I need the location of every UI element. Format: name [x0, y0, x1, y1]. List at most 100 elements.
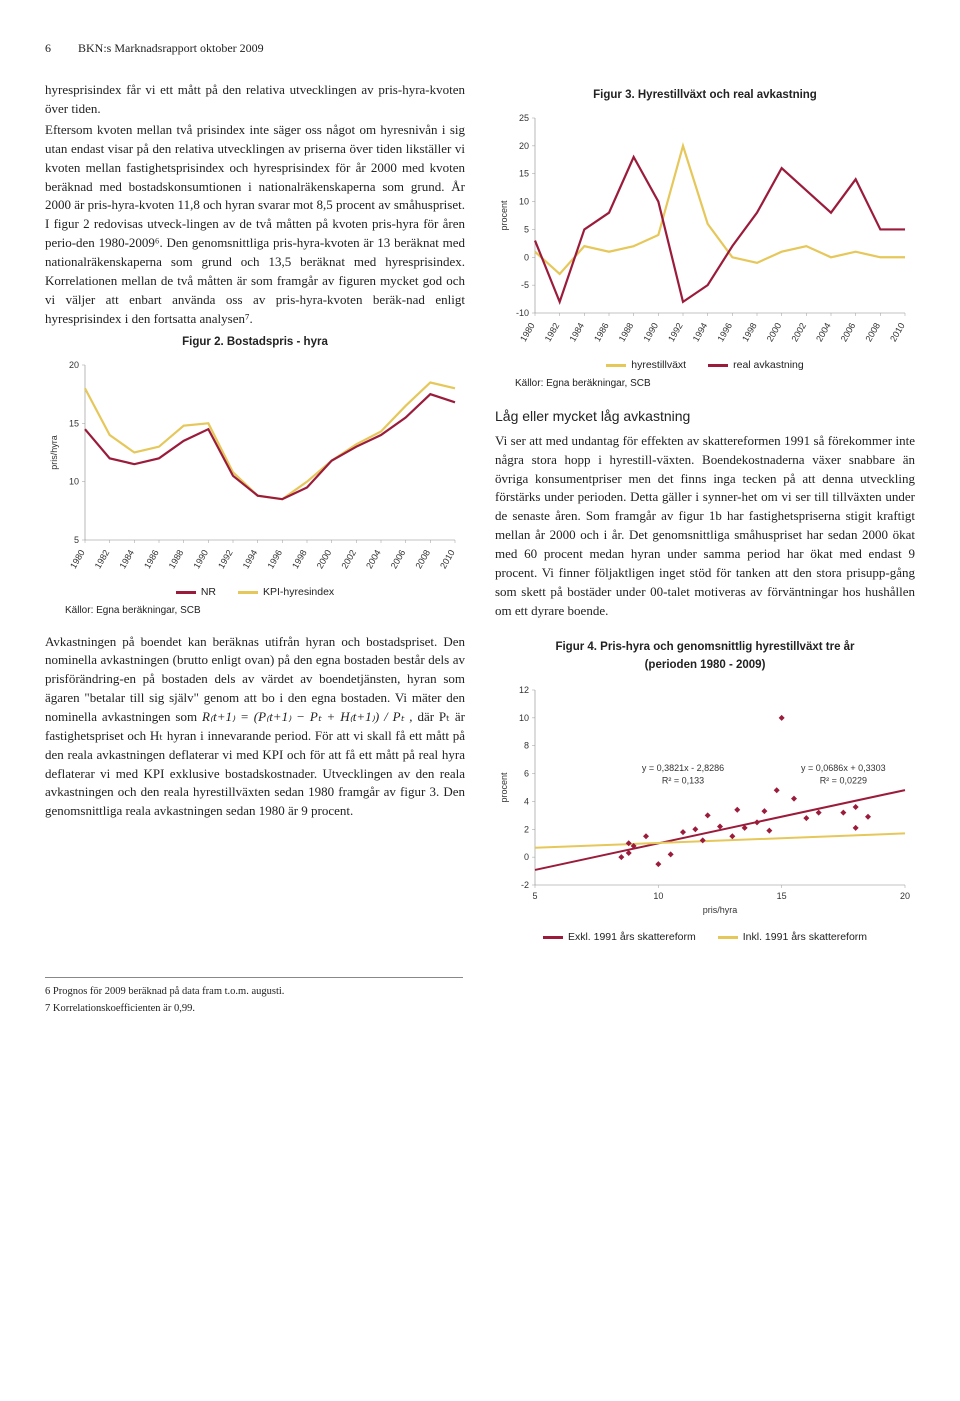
- right-para-1: Vi ser att med undantag för effekten av …: [495, 432, 915, 620]
- figure2-legend-kpi: KPI-hyresindex: [238, 585, 334, 600]
- legend-label: Exkl. 1991 års skattereform: [568, 930, 696, 945]
- figure4-chart: -20246810125101520pris/hyraprocenty = 0,…: [495, 680, 915, 926]
- figure4-legend-excl: Exkl. 1991 års skattereform: [543, 930, 696, 945]
- svg-text:15: 15: [69, 418, 79, 428]
- left-column-upper: hyresprisindex får vi ett mått på den re…: [45, 81, 465, 632]
- svg-text:12: 12: [519, 685, 529, 695]
- svg-text:15: 15: [519, 169, 529, 179]
- svg-text:1992: 1992: [666, 321, 685, 343]
- svg-text:2004: 2004: [814, 321, 833, 343]
- svg-text:-5: -5: [521, 280, 529, 290]
- right-column-lower: Figur 4. Pris-hyra och genomsnittlig hyr…: [495, 633, 915, 949]
- legend-swatch: [543, 936, 563, 939]
- svg-text:pris/hyra: pris/hyra: [703, 905, 738, 915]
- svg-text:R² = 0,133: R² = 0,133: [662, 775, 704, 785]
- figure3-title: Figur 3. Hyrestillväxt och real avkastni…: [495, 87, 915, 104]
- svg-text:1992: 1992: [216, 548, 235, 570]
- svg-text:2006: 2006: [839, 321, 858, 343]
- svg-text:0: 0: [524, 852, 529, 862]
- svg-text:1998: 1998: [740, 321, 759, 343]
- legend-swatch: [708, 364, 728, 367]
- section-heading: Låg eller mycket låg avkastning: [495, 406, 915, 426]
- upper-columns: hyresprisindex får vi ett mått på den re…: [45, 81, 915, 632]
- svg-text:R² = 0,0229: R² = 0,0229: [820, 775, 867, 785]
- svg-text:10: 10: [519, 713, 529, 723]
- figure4-subtitle: (perioden 1980 - 2009): [495, 657, 915, 674]
- figure2-title: Figur 2. Bostadspris - hyra: [45, 334, 465, 351]
- svg-text:1994: 1994: [691, 321, 710, 343]
- svg-text:20: 20: [900, 891, 910, 901]
- svg-text:1980: 1980: [68, 548, 87, 570]
- figure3-source: Källor: Egna beräkningar, SCB: [515, 377, 915, 392]
- svg-text:2002: 2002: [339, 548, 358, 570]
- figure4-legend-incl: Inkl. 1991 års skattereform: [718, 930, 867, 945]
- para3-b: där Pₜ är fastighetspriset och Hₜ hyran …: [45, 709, 465, 818]
- page-number: 6: [45, 40, 75, 57]
- svg-text:2002: 2002: [789, 321, 808, 343]
- svg-text:1984: 1984: [117, 548, 136, 570]
- running-title: BKN:s Marknadsrapport oktober 2009: [78, 41, 264, 55]
- legend-swatch: [606, 364, 626, 367]
- svg-text:2004: 2004: [364, 548, 383, 570]
- svg-text:1996: 1996: [715, 321, 734, 343]
- svg-text:5: 5: [532, 891, 537, 901]
- svg-text:20: 20: [519, 141, 529, 151]
- svg-text:2000: 2000: [315, 548, 334, 570]
- svg-text:y = 0,3821x - 2,8286: y = 0,3821x - 2,8286: [642, 763, 724, 773]
- figure3-chart: -10-505101520251980198219841986198819901…: [495, 108, 915, 354]
- svg-text:6: 6: [524, 769, 529, 779]
- svg-text:1996: 1996: [265, 548, 284, 570]
- svg-text:1984: 1984: [567, 321, 586, 343]
- svg-text:25: 25: [519, 113, 529, 123]
- right-column-upper: Figur 3. Hyrestillväxt och real avkastni…: [495, 81, 915, 632]
- svg-text:1982: 1982: [93, 548, 112, 570]
- figure2-legend: NR KPI-hyresindex: [45, 585, 465, 600]
- left-para-1: hyresprisindex får vi ett mått på den re…: [45, 81, 465, 119]
- left-para-2: Eftersom kvoten mellan två prisindex int…: [45, 121, 465, 328]
- figure4-legend: Exkl. 1991 års skattereform Inkl. 1991 å…: [495, 930, 915, 945]
- svg-text:10: 10: [653, 891, 663, 901]
- svg-text:1990: 1990: [191, 548, 210, 570]
- figure3-legend-hyres: hyrestillväxt: [606, 358, 686, 373]
- svg-text:procent: procent: [499, 200, 509, 231]
- svg-text:1990: 1990: [641, 321, 660, 343]
- svg-text:1988: 1988: [617, 321, 636, 343]
- svg-text:2: 2: [524, 824, 529, 834]
- figure4-title: Figur 4. Pris-hyra och genomsnittlig hyr…: [495, 639, 915, 656]
- svg-text:10: 10: [69, 477, 79, 487]
- svg-text:2010: 2010: [438, 548, 457, 570]
- svg-text:0: 0: [524, 252, 529, 262]
- svg-text:1988: 1988: [167, 548, 186, 570]
- svg-text:1998: 1998: [290, 548, 309, 570]
- figure2-chart: 5101520198019821984198619881990199219941…: [45, 355, 465, 581]
- svg-text:1994: 1994: [241, 548, 260, 570]
- figure2-source: Källor: Egna beräkningar, SCB: [65, 604, 465, 619]
- para3-equation: R₍t+1₎ = (P₍t+1₎ − Pₜ + H₍t+1₎) / Pₜ ,: [202, 709, 413, 724]
- footnote-7: 7 Korrelationskoefficienten är 0,99.: [45, 1001, 463, 1016]
- footnotes: 6 Prognos för 2009 beräknad på data fram…: [45, 977, 463, 1016]
- svg-text:2006: 2006: [389, 548, 408, 570]
- svg-text:-2: -2: [521, 880, 529, 890]
- legend-label: NR: [201, 585, 216, 600]
- left-column-lower: Avkastningen på boendet kan beräknas uti…: [45, 633, 465, 949]
- legend-label: hyrestillväxt: [631, 358, 686, 373]
- svg-text:pris/hyra: pris/hyra: [49, 435, 59, 470]
- running-header: 6 BKN:s Marknadsrapport oktober 2009: [45, 40, 915, 57]
- svg-text:2008: 2008: [413, 548, 432, 570]
- svg-text:2000: 2000: [765, 321, 784, 343]
- legend-swatch: [176, 591, 196, 594]
- svg-text:1986: 1986: [142, 548, 161, 570]
- figure3-legend: hyrestillväxt real avkastning: [495, 358, 915, 373]
- svg-text:15: 15: [777, 891, 787, 901]
- figure3-legend-real: real avkastning: [708, 358, 804, 373]
- left-para-3: Avkastningen på boendet kan beräknas uti…: [45, 633, 465, 821]
- svg-text:20: 20: [69, 360, 79, 370]
- legend-swatch: [238, 591, 258, 594]
- svg-text:-10: -10: [516, 308, 529, 318]
- svg-text:10: 10: [519, 197, 529, 207]
- svg-text:4: 4: [524, 796, 529, 806]
- svg-text:1980: 1980: [518, 321, 537, 343]
- svg-text:8: 8: [524, 741, 529, 751]
- svg-text:2010: 2010: [888, 321, 907, 343]
- legend-swatch: [718, 936, 738, 939]
